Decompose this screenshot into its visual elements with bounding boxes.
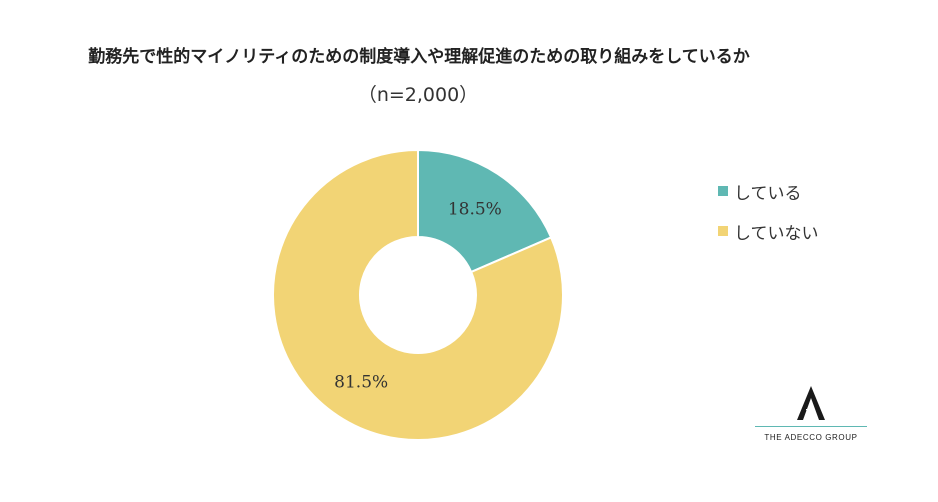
chart-title: 勤務先で性的マイノリティのための制度導入や理解促進のための取り組みをしているか bbox=[88, 47, 750, 67]
logo-divider bbox=[755, 426, 867, 427]
slice-label-not-doing: 81.5% bbox=[334, 373, 388, 393]
legend-swatch-not-doing bbox=[718, 226, 728, 236]
legend-swatch-doing bbox=[718, 186, 728, 196]
slice-label-doing: 18.5% bbox=[448, 199, 502, 219]
legend: している していない bbox=[718, 180, 819, 260]
adecco-a-logo-icon bbox=[797, 386, 825, 420]
legend-label-not-doing: していない bbox=[734, 223, 819, 244]
company-logo: THE ADECCO GROUP bbox=[755, 384, 867, 444]
slice-not-doing bbox=[272, 148, 564, 441]
legend-label-doing: している bbox=[734, 183, 802, 204]
legend-item-doing: している bbox=[718, 180, 819, 204]
chart-subtitle: （n=2,000） bbox=[357, 84, 479, 106]
slice-doing bbox=[417, 148, 553, 274]
logo-text: THE ADECCO GROUP bbox=[764, 433, 858, 442]
legend-item-not-doing: していない bbox=[718, 220, 819, 244]
